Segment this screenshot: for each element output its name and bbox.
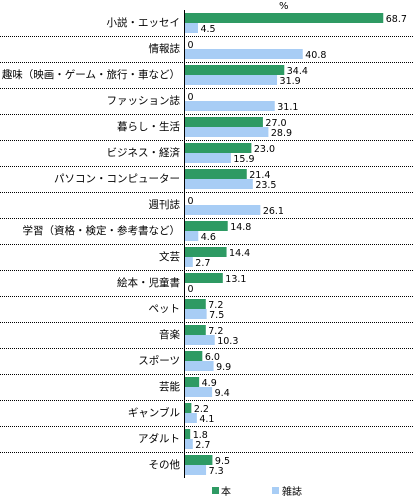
bar-book (185, 403, 192, 413)
category-label: 趣味（映画・ゲーム・旅行・車など） (2, 68, 180, 81)
bar-book (185, 377, 200, 387)
bar-book (185, 221, 228, 231)
category-label: ギャンブル (128, 406, 180, 419)
category-label: ペット (149, 303, 181, 315)
bar-book (185, 429, 191, 439)
bar-book (185, 351, 203, 361)
value-label-magazine: 10.3 (217, 336, 238, 347)
value-label-book: 6.0 (205, 352, 220, 363)
bar-magazine (185, 153, 231, 163)
bar-magazine (185, 75, 278, 85)
bar-magazine (185, 49, 303, 59)
category-label: 小説・エッセイ (107, 16, 181, 29)
bar-book (185, 299, 206, 309)
value-label-book: 4.9 (202, 378, 217, 389)
legend-swatch-book (212, 487, 219, 494)
bar-magazine (185, 361, 214, 371)
category-label: 音楽 (159, 328, 180, 341)
value-label-book: 0 (188, 92, 194, 103)
bar-magazine (185, 309, 207, 319)
bar-book (185, 247, 227, 257)
value-label-magazine: 15.9 (233, 154, 254, 165)
bar-magazine (185, 335, 215, 345)
bar-magazine (185, 413, 197, 423)
value-label-magazine: 2.7 (195, 258, 210, 269)
bar-magazine (185, 23, 198, 33)
value-label-book: 7.2 (208, 300, 223, 311)
category-label: ビジネス・経済 (107, 146, 181, 159)
unit-label: % (279, 1, 289, 12)
bar-book (185, 325, 206, 335)
legend: 本 雑誌 (212, 485, 302, 497)
value-label-book: 1.8 (193, 430, 208, 441)
value-label-book: 14.4 (229, 248, 250, 259)
value-label-magazine: 7.3 (209, 466, 224, 477)
value-label-magazine: 26.1 (263, 206, 284, 217)
bar-book (185, 13, 384, 23)
value-label-book: 9.5 (215, 456, 230, 467)
category-label: その他 (149, 458, 181, 471)
bar-magazine (185, 127, 269, 137)
category-label: スポーツ (138, 355, 180, 367)
value-label-magazine: 4.6 (201, 232, 216, 243)
value-label-magazine: 40.8 (305, 50, 326, 61)
category-label: 暮らし・生活 (117, 120, 180, 133)
category-label: アダルト (138, 432, 180, 445)
bar-book (185, 65, 285, 75)
value-label-book: 27.0 (265, 118, 286, 129)
category-label: 学習（資格・検定・参考書など） (23, 224, 181, 237)
value-label-magazine: 7.5 (209, 310, 224, 321)
category-label: パソコン・コンピューター (54, 173, 180, 185)
value-label-book: 2.2 (194, 404, 209, 415)
bar-magazine (185, 465, 207, 475)
value-label-magazine: 0 (188, 284, 194, 295)
value-label-magazine: 31.9 (280, 76, 301, 87)
legend-label-magazine: 雑誌 (282, 485, 302, 497)
bars-layer: 68.7 4.5 0 40.8 34.431.9 0 31.1 27.028.9 23.015.… (185, 13, 407, 477)
bar-magazine (185, 231, 199, 241)
bar-magazine (185, 205, 261, 215)
bar-magazine (185, 387, 213, 397)
value-label-magazine: 23.5 (255, 180, 276, 191)
category-label: 文芸 (159, 250, 180, 263)
category-label: 芸能 (159, 380, 180, 393)
value-label-book: 14.8 (230, 222, 251, 233)
bar-magazine (185, 439, 193, 449)
value-label-book: 34.4 (287, 66, 308, 77)
bar-book (185, 143, 252, 153)
value-label-book: 13.1 (225, 274, 246, 285)
bar-book (185, 455, 213, 465)
legend-label-book: 本 (221, 485, 231, 497)
value-label-magazine: 31.1 (277, 102, 298, 113)
value-label-magazine: 9.9 (216, 362, 231, 373)
legend-swatch-magazine (272, 487, 279, 494)
value-label-magazine: 9.4 (215, 388, 230, 399)
bar-magazine (185, 179, 253, 189)
value-label-magazine: 2.7 (195, 440, 210, 451)
bar-magazine (185, 101, 275, 111)
category-label: 絵本・児童書 (117, 276, 180, 289)
bar-book (185, 169, 247, 179)
value-label-magazine: 28.9 (271, 128, 292, 139)
bar-book (185, 117, 263, 127)
category-label: 情報誌 (149, 42, 181, 55)
value-label-book: 68.7 (386, 14, 407, 25)
bar-book (185, 273, 223, 283)
value-label-book: 21.4 (249, 170, 270, 181)
value-label-book: 23.0 (254, 144, 275, 155)
category-label: ファッション誌 (107, 94, 181, 107)
bar-magazine (185, 257, 193, 267)
category-label: 週刊誌 (149, 198, 181, 211)
value-label-book: 0 (188, 40, 194, 51)
value-label-book: 0 (188, 196, 194, 207)
value-label-magazine: 4.1 (199, 414, 214, 425)
value-label-magazine: 4.5 (200, 24, 215, 35)
value-label-book: 7.2 (208, 326, 223, 337)
